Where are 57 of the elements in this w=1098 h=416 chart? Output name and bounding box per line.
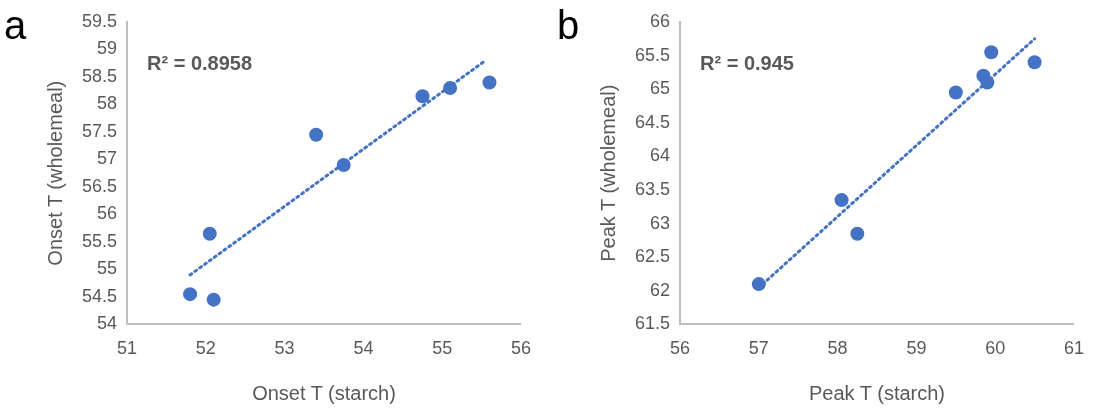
y-tick-label: 65 (650, 78, 671, 99)
point (850, 226, 865, 241)
x-tick-label: 56 (510, 338, 531, 359)
x-tick-label: 60 (985, 338, 1006, 359)
y-tick-label: 62 (650, 279, 671, 300)
y-tick-label: 62.5 (634, 246, 671, 267)
point (206, 292, 221, 307)
y-tick-label: 63 (650, 212, 671, 233)
y-tick-label: 57 (97, 148, 118, 169)
y-tick-label: 56.5 (81, 175, 118, 196)
y-tick-label: 55.5 (81, 230, 118, 251)
point (1027, 55, 1042, 70)
y-tick-label: 64 (650, 145, 671, 166)
chart-title: a (4, 3, 27, 48)
point (202, 226, 217, 241)
chart-title: b (557, 3, 580, 48)
point (336, 157, 351, 172)
x-tick-label: 57 (748, 338, 769, 359)
y-tick-label: 63.5 (634, 178, 671, 199)
x-tick-label: 54 (353, 338, 374, 359)
y-tick-label: 59.5 (81, 10, 118, 31)
y-tick-label: 66 (650, 10, 671, 31)
x-axis-title: Peak T (starch) (809, 381, 945, 404)
y-tick-label: 61.5 (634, 313, 671, 334)
y-tick-label: 64.5 (634, 111, 671, 132)
point (751, 277, 766, 292)
y-tick-label: 54 (97, 313, 118, 334)
x-tick-label: 58 (827, 338, 848, 359)
y-tick-label: 58.5 (81, 65, 118, 86)
x-axis-title: Onset T (starch) (252, 381, 396, 404)
y-tick-label: 65.5 (634, 44, 671, 65)
point (482, 75, 497, 90)
x-tick-label: 51 (117, 338, 138, 359)
point (183, 287, 198, 302)
y-tick-label: 58 (97, 93, 118, 114)
point (443, 80, 458, 95)
y-tick-label: 55 (97, 258, 118, 279)
y-axis-title: Peak T (wholemeal) (596, 84, 619, 262)
y-tick-label: 57.5 (81, 120, 118, 141)
x-tick-label: 52 (195, 338, 216, 359)
y-tick-label: 54.5 (81, 285, 118, 306)
y-axis-title: Onset T (wholemeal) (43, 80, 66, 266)
point (415, 89, 430, 104)
point (948, 85, 963, 100)
annotation: R² = 0.8958 (147, 51, 253, 74)
x-tick-label: 56 (670, 338, 691, 359)
point (980, 75, 995, 90)
annotation: R² = 0.945 (700, 51, 794, 74)
y-tick-label: 56 (97, 203, 118, 224)
x-tick-label: 59 (906, 338, 927, 359)
x-tick-label: 55 (432, 338, 453, 359)
x-tick-label: 53 (274, 338, 295, 359)
x-tick-label: 61 (1063, 338, 1084, 359)
point (309, 127, 324, 142)
point (984, 45, 999, 60)
point (834, 193, 849, 208)
y-tick-label: 59 (97, 38, 118, 59)
